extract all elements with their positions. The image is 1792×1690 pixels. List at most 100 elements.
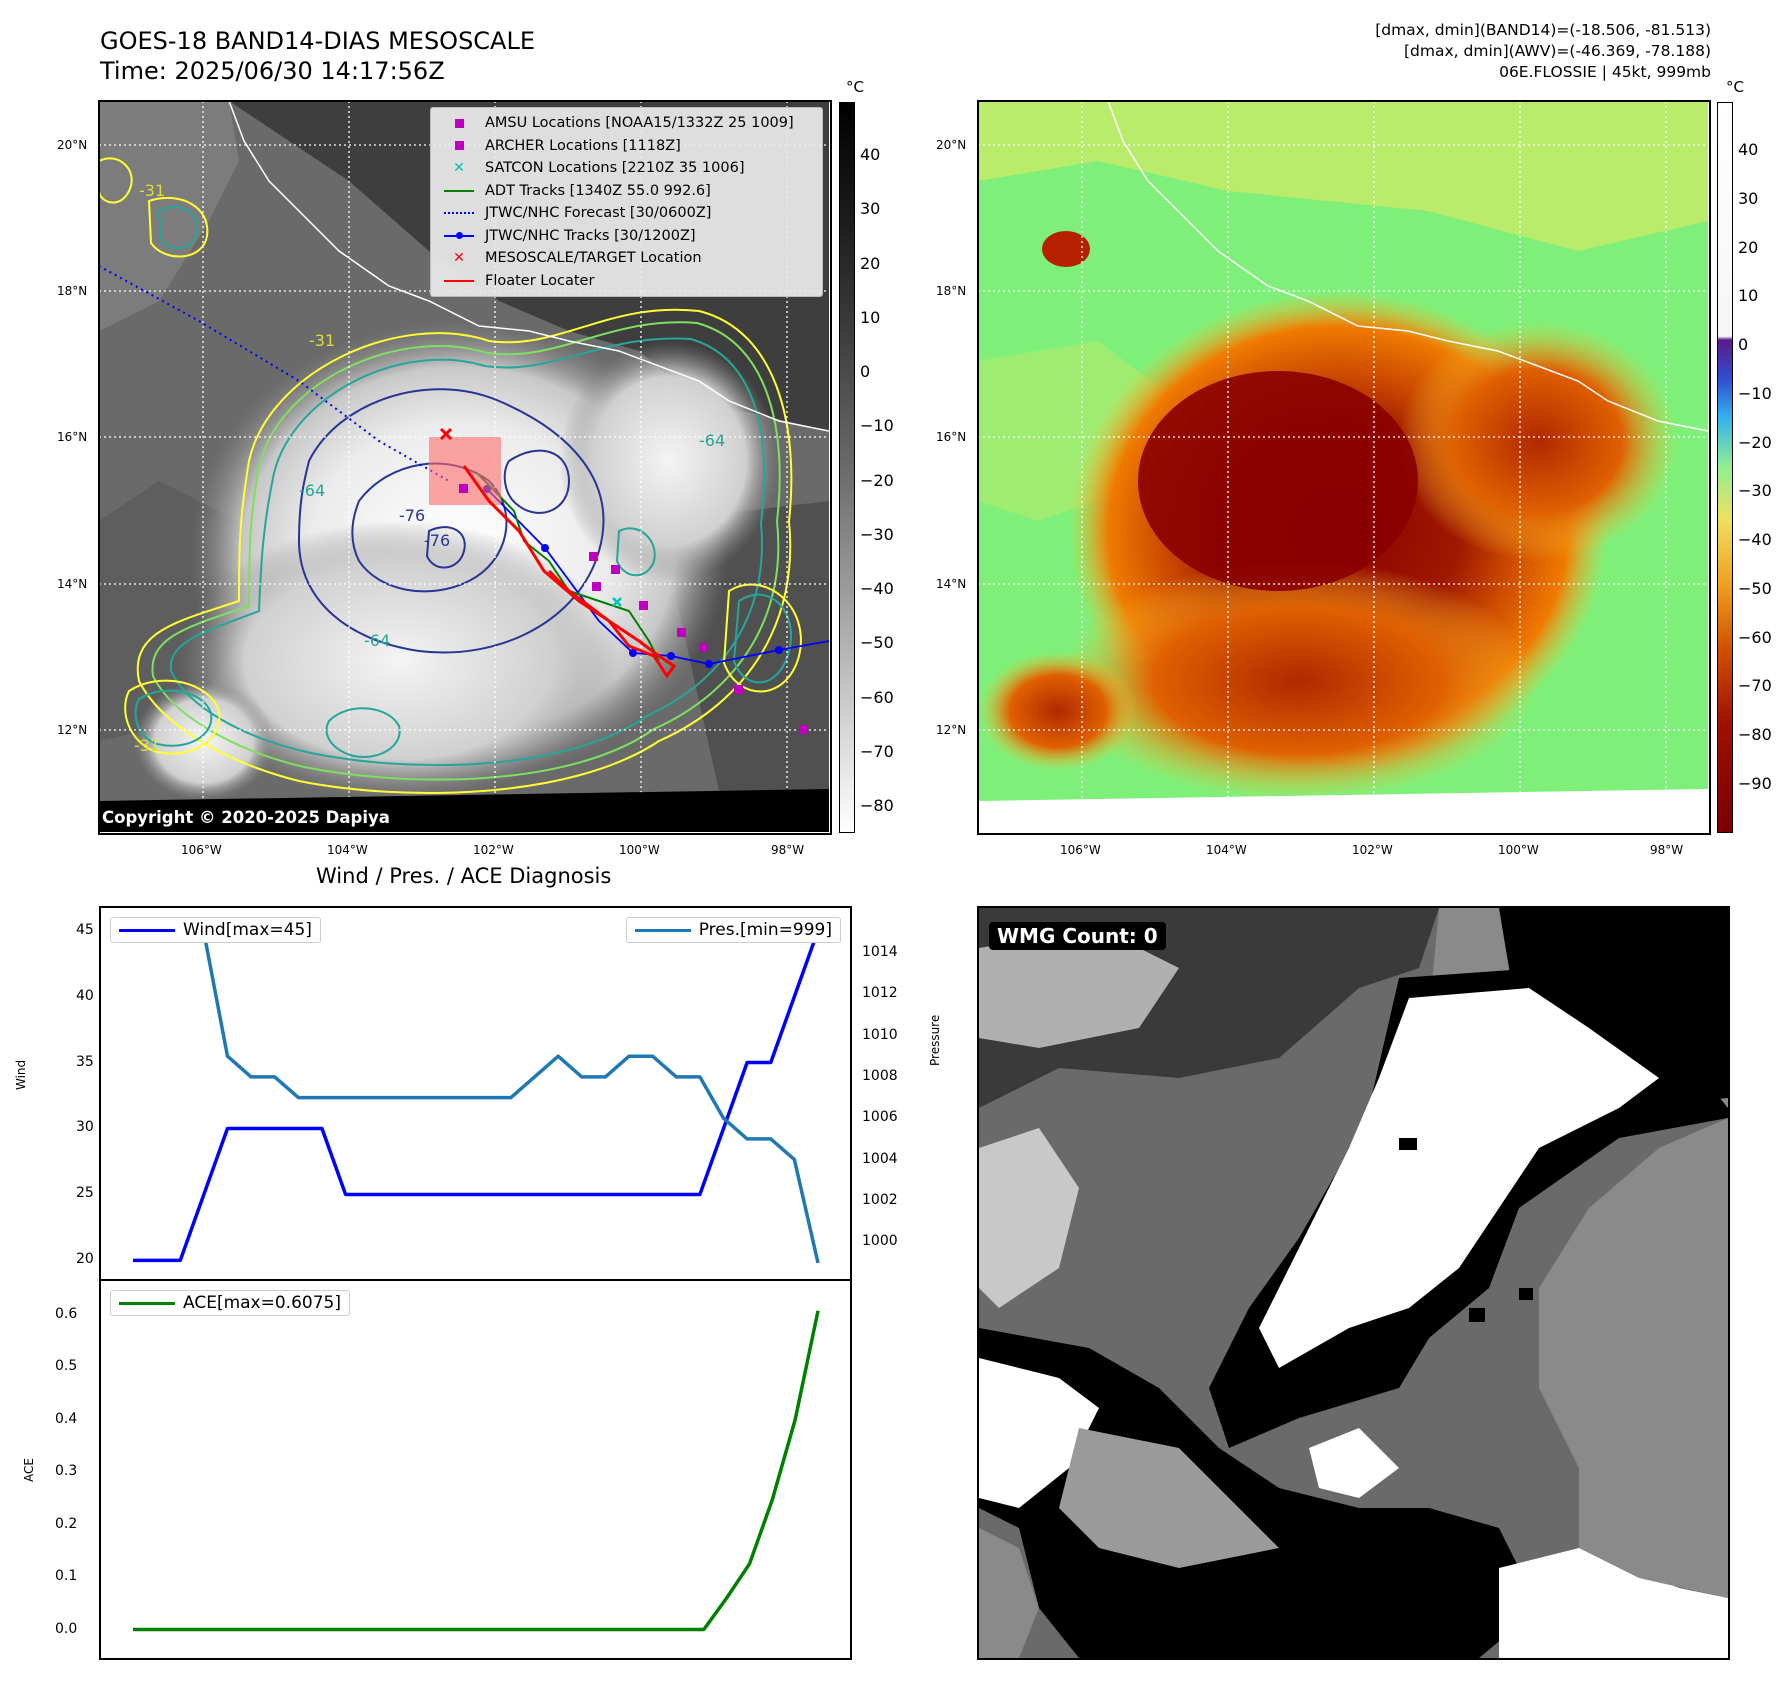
colorbar-tick-label: −30 [1738, 481, 1772, 501]
ace-tick-label: 0.6 [55, 1305, 78, 1322]
legend-label: Floater Locater [485, 272, 595, 289]
colorbar-unit: °C [1726, 78, 1744, 96]
colorbar-tick-label: 30 [860, 199, 881, 219]
magenta-square-icon [454, 118, 464, 128]
pressure-tick-label: 1006 [862, 1109, 898, 1126]
contour-label: -64 [364, 631, 390, 650]
ace-tick-label: 0.4 [55, 1410, 78, 1427]
satcon-markers [612, 597, 622, 607]
colorbar-tick-label: −40 [1738, 530, 1772, 550]
colorbar-tick-label: −60 [860, 687, 894, 707]
lon-label: 106°W [1060, 843, 1101, 857]
legend-item-amsu: AMSU Locations [NOAA15/1332Z 25 1009] [439, 112, 814, 135]
colorbar-tick-label: −60 [1738, 627, 1772, 647]
red-line-icon [444, 279, 474, 282]
awv-colorbar [1717, 102, 1733, 833]
pressure-tick-label: 1012 [862, 985, 898, 1002]
legend-item-forecast: JTWC/NHC Forecast [30/0600Z] [439, 202, 814, 225]
green-line-icon [444, 189, 474, 192]
ace-tick-label: 0.5 [55, 1358, 78, 1375]
lon-label: 102°W [473, 843, 514, 857]
lon-label: 100°W [1498, 843, 1539, 857]
lon-label: 98°W [1650, 843, 1684, 857]
colorbar-tick-label: 10 [860, 307, 881, 327]
colorbar-tick-label: −10 [860, 416, 894, 436]
lon-label: 102°W [1352, 843, 1393, 857]
ace-axis-label: ACE [22, 1458, 36, 1482]
contour-label: -64 [699, 431, 725, 450]
blue-dotted-line-icon [444, 212, 474, 215]
copyright-label: Copyright © 2020-2025 Dapiya [102, 808, 390, 827]
pressure-tick-label: 1008 [862, 1067, 898, 1084]
lat-label: 14°N [936, 577, 967, 591]
legend-label: ARCHER Locations [1118Z] [485, 137, 681, 154]
ace-tick-label: 0.0 [55, 1620, 78, 1637]
wind-tick-label: 45 [76, 921, 94, 938]
chart-title: GOES-18 BAND14-DIAS MESOSCALE [100, 27, 536, 55]
legend-label: SATCON Locations [2210Z 35 1006] [485, 160, 745, 176]
storm-info: 06E.FLOSSIE | 45kt, 999mb [1499, 63, 1711, 81]
contour-label: -64 [299, 481, 325, 500]
legend-item-mesoscale: ✕ MESOSCALE/TARGET Location [439, 247, 814, 270]
colorbar-tick-label: 30 [1738, 188, 1759, 208]
wind-tick-label: 40 [76, 987, 94, 1004]
lon-label: 98°W [771, 843, 805, 857]
legend-item-satcon: ✕ SATCON Locations [2210Z 35 1006] [439, 157, 814, 180]
colorbar-unit: °C [846, 78, 864, 96]
lat-label: 16°N [936, 430, 967, 444]
ace-tick-label: 0.1 [55, 1568, 78, 1585]
amsu-markers [459, 484, 808, 734]
colorbar-tick-label: −90 [1738, 774, 1772, 793]
chart-time: Time: 2025/06/30 14:17:56Z [100, 57, 445, 85]
pressure-axis-label: Pressure [928, 1014, 942, 1066]
lat-label: 20°N [57, 138, 88, 152]
lat-label: 12°N [57, 723, 88, 737]
legend-item-tracks: JTWC/NHC Tracks [30/1200Z] [439, 225, 814, 248]
lat-label: 14°N [57, 577, 88, 591]
awv-map-frame [977, 100, 1711, 835]
colorbar-tick-label: 20 [1738, 237, 1759, 257]
wmg-panel: WMG Count: 0 [977, 906, 1730, 1660]
contour-label: -76 [399, 506, 425, 525]
legend-label: MESOSCALE/TARGET Location [485, 250, 702, 266]
contour-label: -31 [139, 181, 165, 200]
legend-item-adt: ADT Tracks [1340Z 55.0 992.6] [439, 180, 814, 203]
dmax-band14: [dmax, dmin](BAND14)=(-18.506, -81.513) [1375, 21, 1711, 39]
ace-series-line [133, 1310, 820, 1632]
lat-label: 20°N [936, 138, 967, 152]
target-marker [439, 427, 453, 441]
legend-label: ADT Tracks [1340Z 55.0 992.6] [485, 182, 711, 199]
wmg-count-label: WMG Count: 0 [989, 922, 1166, 950]
contour-label: -31 [309, 331, 335, 350]
colorbar-tick-label: 20 [860, 253, 881, 273]
wind-pressure-chart: Wind[max=45] Pres.[min=999] [99, 906, 852, 1281]
legend-label: JTWC/NHC Tracks [30/1200Z] [485, 227, 696, 244]
wind-legend: Wind[max=45] [110, 917, 321, 943]
wind-pressure-plot [133, 930, 820, 1264]
ace-legend: ACE[max=0.6075] [110, 1290, 350, 1316]
legend-label: JTWC/NHC Forecast [30/0600Z] [485, 205, 712, 221]
wind-tick-label: 30 [76, 1119, 94, 1136]
wind-tick-label: 25 [76, 1185, 94, 1202]
awv-map-panel [978, 100, 1709, 832]
colorbar-tick-label: −50 [860, 633, 894, 653]
wind-tick-label: 35 [76, 1053, 94, 1070]
legend-item-archer: ARCHER Locations [1118Z] [439, 135, 814, 158]
floater-locator [462, 465, 677, 679]
ir-map-frame [98, 100, 832, 835]
colorbar-tick-label: −70 [860, 741, 894, 761]
diagnosis-title: Wind / Pres. / ACE Diagnosis [316, 864, 612, 888]
ace-plot [133, 1310, 820, 1632]
lat-label: 18°N [57, 284, 88, 298]
pressure-tick-label: 1014 [862, 943, 898, 960]
wind-series-line [133, 930, 820, 1263]
ir-map-panel: -31 -64 -76 -31 -64 -76 -31 -64 Copyrigh… [98, 100, 830, 832]
steelblue-line-icon [634, 928, 691, 932]
target-box [429, 437, 501, 505]
lat-label: 16°N [57, 430, 88, 444]
colorbar-tick-label: 10 [1738, 286, 1759, 306]
lon-label: 106°W [181, 843, 222, 857]
colorbar-tick-label: 0 [1738, 335, 1749, 355]
lat-label: 12°N [936, 723, 967, 737]
legend-item-floater: Floater Locater [439, 270, 814, 293]
